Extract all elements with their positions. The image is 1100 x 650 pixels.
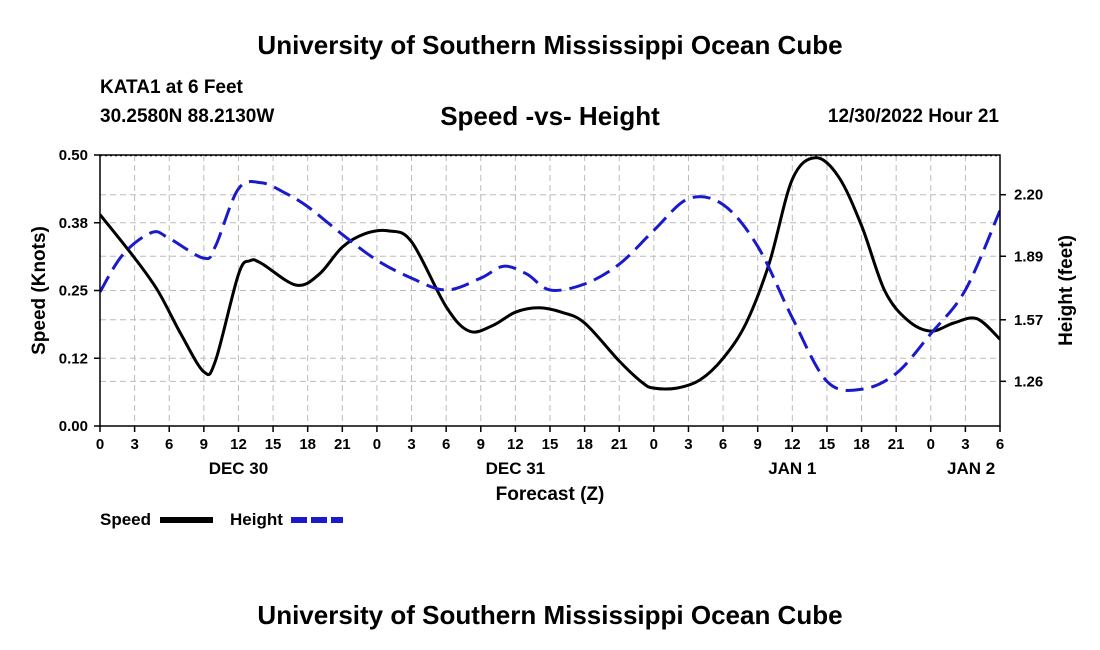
x-tick-label: 3 (684, 436, 692, 453)
footer-title: University of Southern Mississippi Ocean… (257, 600, 843, 630)
y-tick-label: 0.12 (59, 350, 88, 367)
y2-tick-label: 1.89 (1014, 248, 1043, 265)
x-tick-label: 9 (200, 436, 208, 453)
x-date-label: DEC 30 (209, 459, 269, 478)
station-name: KATA1 at 6 Feet (100, 77, 243, 98)
x-tick-label: 0 (927, 436, 935, 453)
x-date-label: DEC 31 (486, 459, 546, 478)
y-axis-title: Speed (Knots) (29, 226, 50, 355)
x-tick-label: 3 (961, 436, 969, 453)
y-tick-label: 0.00 (59, 418, 88, 435)
x-tick-label: 12 (784, 436, 801, 453)
legend-height-label: Height (230, 510, 283, 529)
x-tick-label: 21 (888, 436, 905, 453)
y-tick-label: 0.50 (59, 147, 88, 164)
y2-tick-label: 1.57 (1014, 312, 1043, 329)
x-tick-label: 6 (442, 436, 450, 453)
x-tick-label: 15 (819, 436, 836, 453)
y2-axis-title: Height (feet) (1056, 235, 1077, 346)
x-tick-label: 18 (576, 436, 593, 453)
x-tick-label: 0 (373, 436, 381, 453)
y2-tick-label: 1.26 (1014, 373, 1043, 390)
y-tick-label: 0.38 (59, 215, 88, 232)
x-tick-label: 18 (853, 436, 870, 453)
x-tick-label: 21 (611, 436, 628, 453)
series-line-speed (100, 156, 1000, 391)
y-tick-label: 0.25 (59, 283, 88, 300)
x-tick-label: 21 (334, 436, 351, 453)
station-coordinates: 30.2580N 88.2130W (100, 106, 275, 127)
x-tick-label: 6 (165, 436, 173, 453)
x-date-label: JAN 2 (947, 459, 995, 478)
y2-tick-label: 2.20 (1014, 187, 1043, 204)
x-tick-label: 15 (542, 436, 559, 453)
page-title: University of Southern Mississippi Ocean… (257, 30, 843, 60)
x-tick-label: 3 (407, 436, 415, 453)
forecast-datetime: 12/30/2022 Hour 21 (827, 106, 999, 127)
x-tick-label: 6 (719, 436, 727, 453)
x-axis-title: Forecast (Z) (496, 484, 605, 505)
x-tick-label: 15 (265, 436, 282, 453)
x-tick-label: 12 (507, 436, 524, 453)
axes: 0 3 6 9 12 15 18 21 0 3 6 9 12 15 18 21 0 3 6 9 12 15 18 21 0 3 6 D… (29, 147, 1077, 505)
series-line-height (100, 180, 1000, 392)
x-tick-label: 0 (96, 436, 104, 453)
x-tick-label: 6 (996, 436, 1004, 453)
x-tick-label: 9 (754, 436, 762, 453)
series-lines (100, 156, 1000, 392)
x-tick-label: 9 (477, 436, 485, 453)
x-tick-label: 3 (130, 436, 138, 453)
legend-speed-label: Speed (100, 510, 152, 529)
chart-subtitle: Speed -vs- Height (440, 101, 660, 131)
x-tick-label: 12 (230, 436, 247, 453)
x-date-label: JAN 1 (768, 459, 816, 478)
x-tick-label: 18 (299, 436, 316, 453)
x-tick-label: 0 (650, 436, 658, 453)
